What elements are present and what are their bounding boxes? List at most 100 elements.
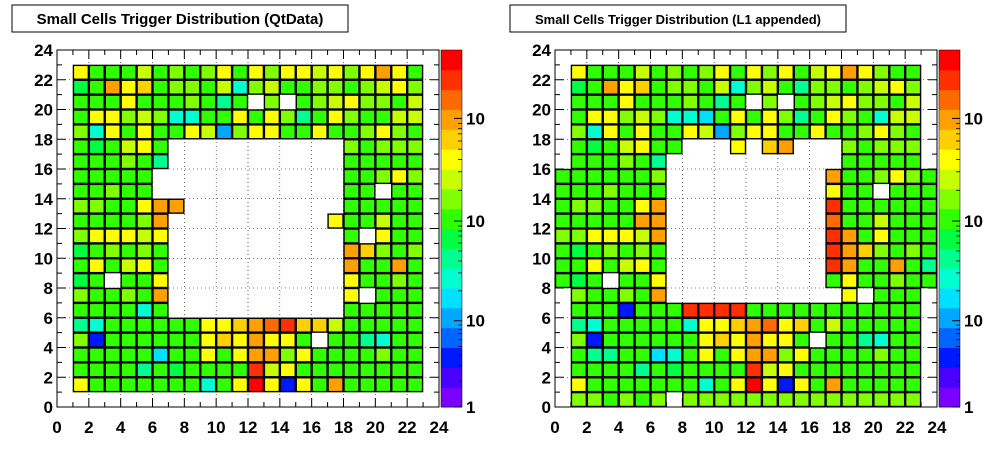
heatmap-cell — [698, 79, 715, 95]
heatmap-cell — [634, 124, 651, 140]
heatmap-cell — [618, 302, 635, 318]
heatmap-cell — [873, 302, 890, 318]
heatmap-cell — [793, 109, 810, 125]
colorbar-segment — [441, 248, 462, 269]
heatmap-cell — [88, 124, 105, 140]
heatmap-cell — [375, 153, 392, 170]
heatmap-cell — [215, 64, 233, 80]
heatmap-cell — [168, 347, 185, 363]
heatmap-cell — [602, 347, 619, 363]
heatmap-cell — [586, 79, 603, 95]
heatmap-cell — [586, 124, 603, 140]
heatmap-cell — [570, 302, 588, 318]
heatmap-cell — [279, 79, 296, 95]
heatmap-cell — [841, 317, 858, 333]
heatmap-cell — [873, 332, 890, 348]
y-tick-label: 10 — [34, 249, 53, 268]
heatmap-cell — [391, 183, 408, 199]
y-tick-label: 10 — [532, 249, 551, 268]
left-heatmap: 0 2 4 6 8 10 12 14 16 18 20 22 240246810121416182022… — [34, 41, 485, 437]
heatmap-cell — [586, 258, 603, 274]
heatmap-cell — [570, 243, 588, 259]
heatmap-cell — [793, 64, 810, 80]
heatmap-cell — [311, 377, 328, 393]
heatmap-cell — [120, 228, 137, 244]
colorbar-segment — [939, 387, 960, 408]
heatmap-cell — [889, 198, 906, 214]
heatmap-cell — [666, 79, 683, 95]
heatmap-cell — [857, 377, 874, 393]
heatmap-cell — [777, 347, 794, 363]
heatmap-cell — [200, 64, 217, 80]
colorbar-segment — [441, 288, 462, 309]
heatmap-cell — [857, 64, 874, 80]
heatmap-cell — [327, 347, 344, 363]
heatmap-cell — [682, 391, 699, 408]
heatmap-cell — [391, 228, 408, 244]
heatmap-cell — [825, 124, 842, 140]
heatmap-cell — [873, 272, 890, 289]
heatmap-cell — [618, 139, 635, 155]
heatmap-cell — [761, 124, 779, 140]
heatmap-cell — [586, 64, 603, 80]
heatmap-cell — [88, 168, 105, 185]
heatmap-cell — [327, 213, 344, 229]
heatmap-cell — [72, 168, 90, 185]
heatmap-cell — [809, 302, 826, 318]
heatmap-cell — [825, 213, 842, 229]
heatmap-cell — [745, 332, 763, 348]
heatmap-cell — [215, 362, 233, 378]
heatmap-cell — [136, 139, 153, 155]
heatmap-cell — [618, 347, 635, 363]
heatmap-cell — [359, 362, 376, 378]
heatmap-cell — [841, 64, 858, 80]
heatmap-cell — [586, 139, 603, 155]
heatmap-cell — [295, 94, 312, 110]
heatmap-cell — [650, 64, 667, 80]
heatmap-cell — [72, 287, 90, 304]
heatmap-cell — [634, 153, 651, 170]
heatmap-cell — [825, 183, 842, 199]
heatmap-cell — [263, 64, 281, 80]
heatmap-cell — [634, 198, 651, 214]
heatmap-cell — [247, 377, 265, 393]
heatmap-cell — [777, 362, 794, 378]
heatmap-cell — [650, 362, 667, 378]
heatmap-cell — [311, 317, 328, 333]
heatmap-cell — [586, 272, 603, 289]
heatmap-cell — [152, 317, 169, 333]
heatmap-cell — [745, 302, 763, 318]
heatmap-cell — [263, 362, 281, 378]
heatmap-cell — [406, 109, 424, 125]
heatmap-cell — [618, 198, 635, 214]
heatmap-cell — [666, 94, 683, 110]
heatmap-cell — [72, 317, 90, 333]
heatmap-cell — [120, 109, 137, 125]
heatmap-cell — [586, 332, 603, 348]
heatmap-cell — [554, 272, 572, 289]
heatmap-cell — [359, 272, 376, 289]
heatmap-cell — [104, 317, 121, 333]
heatmap-cell — [698, 377, 715, 393]
heatmap-cell — [570, 198, 588, 214]
heatmap-cell — [761, 64, 779, 80]
heatmap-cell — [406, 347, 424, 363]
heatmap-cell — [761, 362, 779, 378]
heatmap-cell — [825, 109, 842, 125]
heatmap-cell — [200, 94, 217, 110]
heatmap-cell — [857, 168, 874, 185]
heatmap-cell — [88, 139, 105, 155]
z-tick-label: 10 — [964, 109, 983, 128]
heatmap-cell — [761, 332, 779, 348]
heatmap-cell — [295, 362, 312, 378]
heatmap-cell — [698, 94, 715, 110]
x-tick-label: 4 — [614, 418, 624, 437]
heatmap-cell — [602, 153, 619, 170]
heatmap-cell — [200, 79, 217, 95]
heatmap-cell — [698, 362, 715, 378]
heatmap-cell — [650, 228, 667, 244]
heatmap-cell — [729, 332, 747, 348]
heatmap-cell — [666, 109, 683, 125]
heatmap-cell — [793, 302, 810, 318]
heatmap-cell — [634, 79, 651, 95]
